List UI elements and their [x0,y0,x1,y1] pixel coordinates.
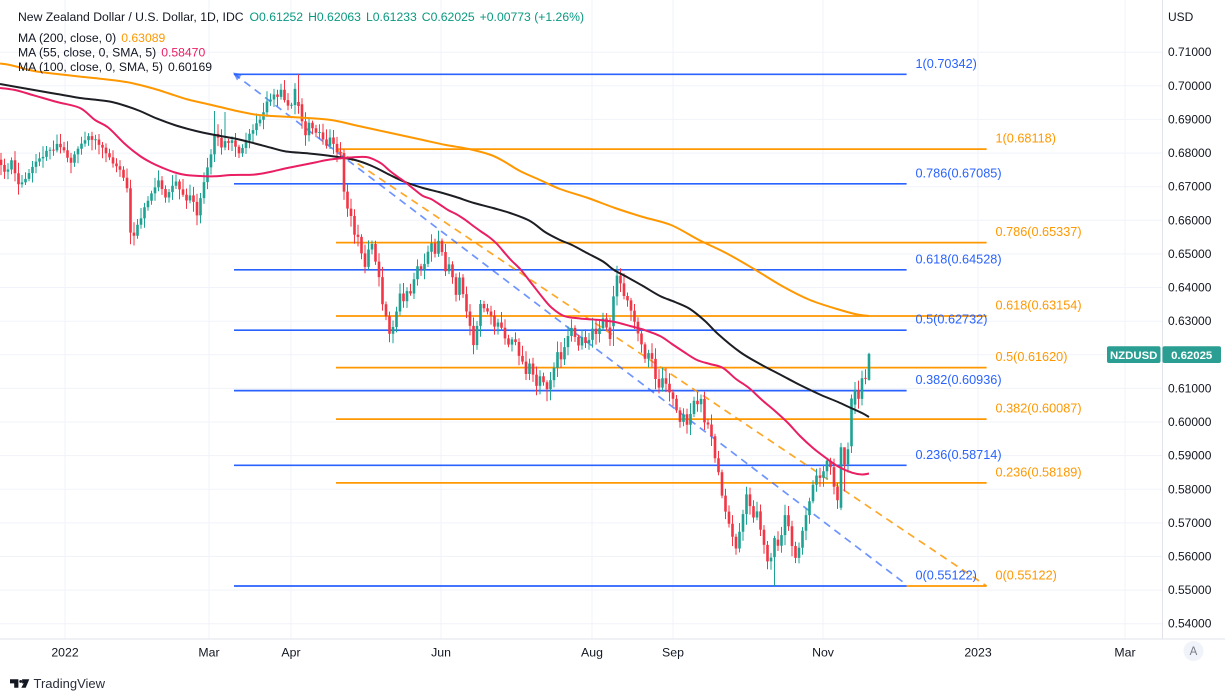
svg-text:MA (100, close, 0, SMA, 5)0.60: MA (100, close, 0, SMA, 5) 0.60169 [18,60,212,74]
svg-text:Jun: Jun [431,646,451,660]
svg-text:0.236(0.58189): 0.236(0.58189) [996,465,1082,479]
svg-text:0.58000: 0.58000 [1168,482,1212,496]
svg-text:0.786(0.65337): 0.786(0.65337) [996,225,1082,239]
svg-text:0.56000: 0.56000 [1168,550,1212,564]
svg-text:Sep: Sep [662,646,684,660]
svg-text:0.61000: 0.61000 [1168,381,1212,395]
svg-text:0.57000: 0.57000 [1168,516,1212,530]
svg-text:0.786(0.67085): 0.786(0.67085) [916,166,1002,180]
svg-text:2023: 2023 [964,646,992,660]
svg-text:0(0.55122): 0(0.55122) [916,569,977,583]
svg-text:0.55000: 0.55000 [1168,583,1212,597]
svg-text:0.62025: 0.62025 [1171,350,1213,362]
svg-text:0.5(0.61620): 0.5(0.61620) [996,350,1068,364]
svg-text:Nov: Nov [812,646,835,660]
svg-text:0.54000: 0.54000 [1168,617,1212,631]
svg-text:0.64000: 0.64000 [1168,281,1212,295]
svg-text:0.618(0.64528): 0.618(0.64528) [916,252,1002,266]
svg-text:0.618(0.63154): 0.618(0.63154) [996,299,1082,313]
svg-text:0(0.55122): 0(0.55122) [996,569,1057,583]
svg-text:0.67000: 0.67000 [1168,180,1212,194]
svg-text:USD: USD [1168,10,1194,24]
svg-text:0.5(0.62732): 0.5(0.62732) [916,313,988,327]
svg-text:Mar: Mar [1114,646,1135,660]
svg-text:Aug: Aug [581,646,603,660]
svg-text:0.69000: 0.69000 [1168,112,1212,126]
svg-text:0.68000: 0.68000 [1168,146,1212,160]
svg-text:0.59000: 0.59000 [1168,449,1212,463]
svg-text:0.382(0.60087): 0.382(0.60087) [996,402,1082,416]
svg-text:A: A [1190,646,1198,658]
svg-text:TradingView: TradingView [34,676,106,691]
svg-text:0.382(0.60936): 0.382(0.60936) [916,373,1002,387]
svg-text:Mar: Mar [198,646,219,660]
svg-text:MA (55, close, 0, SMA, 5)0.584: MA (55, close, 0, SMA, 5) 0.58470 [18,46,205,60]
svg-text:1(0.70342): 1(0.70342) [916,57,977,71]
svg-text:0.63000: 0.63000 [1168,314,1212,328]
svg-text:NZDUSD: NZDUSD [1110,350,1157,362]
svg-text:Apr: Apr [281,646,300,660]
svg-text:New Zealand Dollar / U.S. Doll: New Zealand Dollar / U.S. Dollar, 1D, ID… [18,10,584,24]
svg-text:0.60000: 0.60000 [1168,415,1212,429]
svg-text:1(0.68118): 1(0.68118) [996,132,1056,146]
svg-text:0.236(0.58714): 0.236(0.58714) [916,448,1002,462]
svg-text:MA (200, close, 0)0.63089: MA (200, close, 0) 0.63089 [18,31,166,45]
svg-text:0.65000: 0.65000 [1168,247,1212,261]
svg-text:0.66000: 0.66000 [1168,213,1212,227]
svg-text:0.71000: 0.71000 [1168,45,1212,59]
svg-text:2022: 2022 [51,646,79,660]
svg-text:0.70000: 0.70000 [1168,79,1212,93]
